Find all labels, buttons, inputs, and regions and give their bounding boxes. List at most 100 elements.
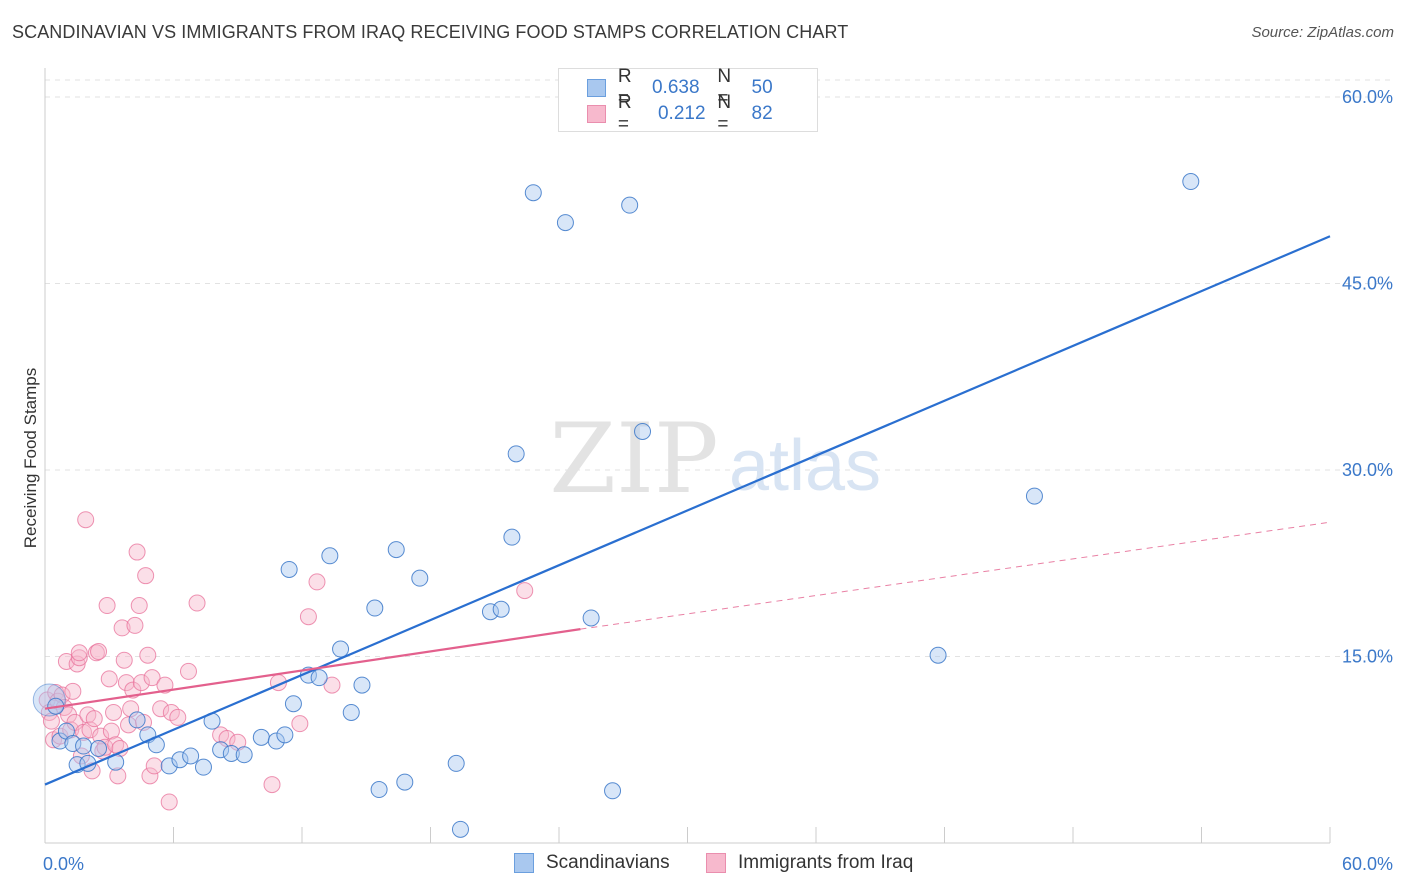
legend-swatch-blue [587,79,606,97]
data-point-scandinavian [396,773,414,791]
data-point-scandinavian [252,728,270,746]
legend-row-scandinavians: R = 0.638 N = 50 [587,66,817,109]
data-point-iraq [92,727,110,745]
data-point-iraq [113,619,131,637]
data-point-iraq [130,597,148,615]
data-point-iraq [137,567,155,585]
data-point-scandinavian [929,646,947,664]
data-point-scandinavian [353,676,371,694]
legend-swatch-blue [514,853,534,873]
legend-item-scandinavians[interactable]: Scandinavians [514,852,670,874]
data-point-scandinavian [604,782,622,800]
data-point-scandinavian [280,560,298,578]
data-point-iraq [263,776,281,794]
data-point-iraq [90,643,108,661]
y-tick-label: 30.0% [1342,460,1393,480]
data-point-iraq [291,715,309,733]
data-point-scandinavian [366,599,384,617]
legend-r-label: R = [617,92,632,135]
data-point-scandinavian [556,214,574,232]
data-point-iraq [179,662,197,680]
data-point-scandinavian [194,758,212,776]
data-point-iraq [143,669,161,687]
data-point-iraq [299,608,317,626]
data-point-scandinavian [267,732,285,750]
data-point-iraq [188,594,206,612]
x-tick-label: 60.0% [1342,854,1393,874]
legend-swatch-pink [706,853,726,873]
data-point-iraq [160,793,178,811]
data-point-iraq [77,511,95,529]
legend-item-iraq[interactable]: Immigrants from Iraq [706,852,913,874]
data-point-scandinavian [451,820,469,838]
data-point-iraq [96,738,114,756]
x-tick-label: 0.0% [43,854,84,874]
data-point-scandinavian [222,744,240,762]
data-point-iraq [66,713,84,731]
data-point-scandinavian [284,695,302,713]
data-point-iraq [139,646,157,664]
legend-r-value: 0.212 [657,103,706,124]
trend-lines [44,235,1331,786]
data-point-iraq [98,597,116,615]
iraq-points [38,511,534,811]
legend-label-iraq: Immigrants from Iraq [738,852,914,873]
data-point-scandinavian [507,445,525,463]
watermark-zip: ZIP [549,403,718,515]
y-tick-label: 45.0% [1342,274,1393,294]
data-point-scandinavian [75,737,93,755]
data-point-iraq [105,703,123,721]
legend-n-value: 50 [751,77,773,98]
data-point-iraq [109,767,127,785]
data-point-iraq [115,651,133,669]
legend-n-value: 82 [751,103,773,124]
correlation-legend: R = 0.638 N = 50 R = 0.212 N = 82 [558,66,818,135]
data-point-iraq [323,676,341,694]
data-point-iraq [169,708,187,726]
data-point-scandinavian [1182,173,1200,191]
data-point-scandinavian [634,422,652,440]
data-point-scandinavian [342,703,360,721]
y-tick-label: 15.0% [1342,647,1393,667]
data-point-scandinavian [276,726,294,744]
legend-r-value: 0.638 [651,77,700,98]
data-point-iraq [85,710,103,728]
data-point-scandinavian [310,669,328,687]
data-point-scandinavian [171,751,189,769]
data-point-scandinavian [90,740,108,758]
data-point-scandinavian [503,528,521,546]
data-point-iraq [308,573,326,591]
data-point-iraq [68,655,86,673]
legend-label-scandinavians: Scandinavians [546,852,670,873]
data-point-scandinavian [212,741,230,759]
data-point-iraq [132,674,150,692]
data-point-scandinavian [621,196,639,214]
data-point-scandinavian [582,609,600,627]
data-point-iraq [70,649,88,667]
source-label: Source: ZipAtlas.com [1251,24,1394,41]
grid-lines [45,79,1395,657]
series-legend: Scandinavians Immigrants from Iraq [0,852,1406,878]
data-point-iraq [152,700,170,718]
data-point-scandinavian [64,735,82,753]
data-point-iraq [126,616,144,634]
legend-r-label: R = [617,66,632,109]
data-point-scandinavian [321,547,339,565]
axes [44,68,1331,844]
data-point-scandinavian [447,754,465,772]
legend-row-iraq: R = 0.212 N = 82 [587,92,817,135]
data-point-scandinavian [51,732,69,750]
data-point-iraq [81,721,99,739]
data-point-scandinavian [492,600,510,618]
data-point-scandinavian [370,781,388,799]
data-point-scandinavian-cluster [32,683,66,717]
y-tick-label: 60.0% [1342,87,1393,107]
data-point-scandinavian [387,541,405,559]
data-point-scandinavian [128,711,146,729]
data-point-scandinavian [182,747,200,765]
data-point-iraq [516,582,534,600]
tick-labels: 15.0% 30.0% 45.0% 60.0% 0.0% 60.0% [43,87,1393,874]
data-point-iraq [156,676,174,694]
data-point-scandinavian [481,603,499,621]
legend-n-label: N = [717,66,732,109]
